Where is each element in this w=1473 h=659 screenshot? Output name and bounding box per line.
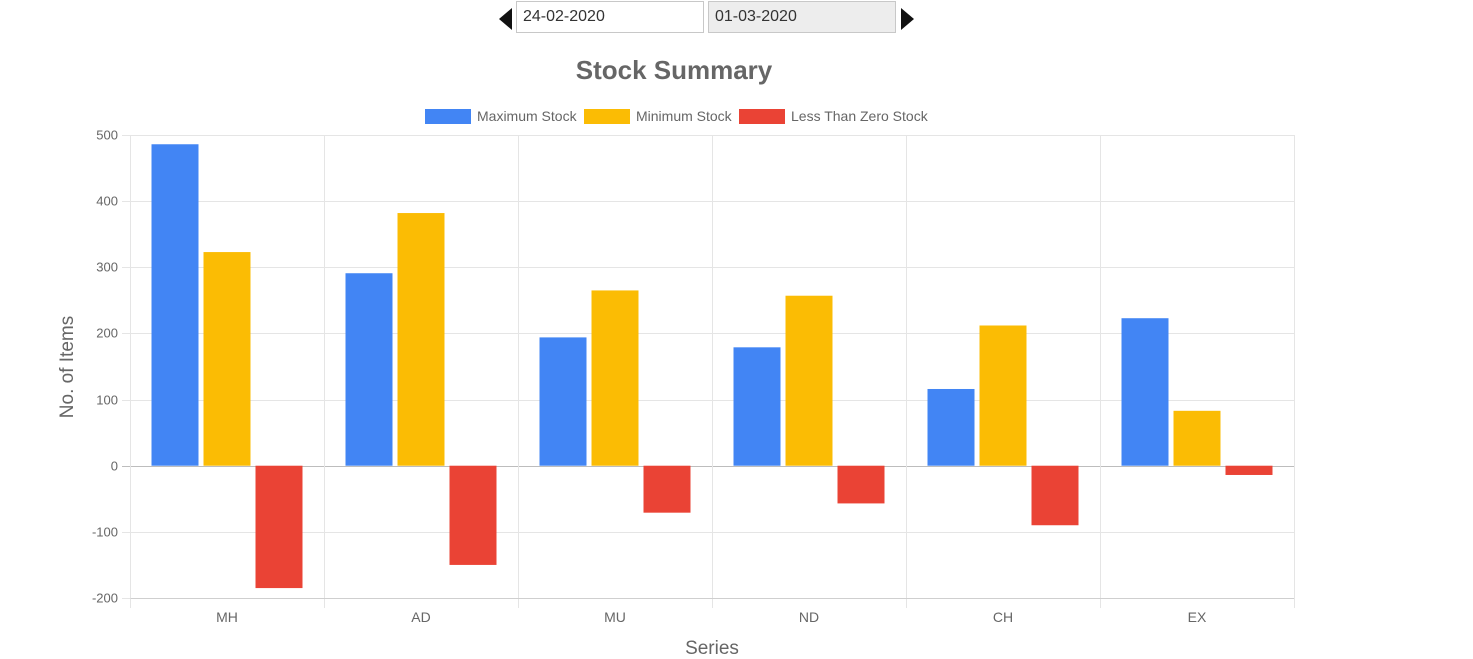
y-tick-label: 0 [111, 459, 118, 474]
previous-week-arrow-icon[interactable] [499, 8, 512, 30]
bar-maximum-stock-ad[interactable] [345, 273, 393, 466]
legend-swatch [584, 109, 630, 124]
bar-minimum-stock-mh[interactable] [203, 252, 251, 466]
y-tick-label: 200 [96, 326, 118, 341]
chart-title: Stock Summary [576, 55, 773, 85]
x-tick-label: EX [1188, 609, 1207, 625]
bar-minimum-stock-ad[interactable] [397, 213, 445, 466]
bar-less-than-zero-stock-ad[interactable] [449, 465, 497, 565]
next-week-arrow-icon[interactable] [901, 8, 914, 30]
legend-label[interactable]: Maximum Stock [477, 108, 578, 124]
bar-minimum-stock-ch[interactable] [979, 325, 1027, 466]
y-tick-label: -100 [92, 525, 118, 540]
end-date-input[interactable] [708, 1, 896, 33]
y-axis-label: No. of Items [57, 316, 78, 418]
chart-bars [151, 144, 1273, 589]
bar-less-than-zero-stock-mu[interactable] [643, 465, 691, 513]
legend-swatch [739, 109, 785, 124]
y-tick-label: 500 [96, 128, 118, 143]
bar-less-than-zero-stock-nd[interactable] [837, 465, 885, 504]
y-tick-label: 100 [96, 393, 118, 408]
bar-maximum-stock-ch[interactable] [927, 388, 975, 466]
bar-minimum-stock-mu[interactable] [591, 290, 639, 466]
bar-less-than-zero-stock-ex[interactable] [1225, 465, 1273, 475]
bar-maximum-stock-ex[interactable] [1121, 318, 1169, 466]
bar-less-than-zero-stock-ch[interactable] [1031, 465, 1079, 526]
y-tick-label: 400 [96, 194, 118, 209]
date-range-bar [0, 0, 1473, 40]
y-tick-label: 300 [96, 260, 118, 275]
x-tick-label: MU [604, 609, 626, 625]
bar-minimum-stock-ex[interactable] [1173, 410, 1221, 466]
bar-maximum-stock-mh[interactable] [151, 144, 199, 466]
legend-label[interactable]: Less Than Zero Stock [791, 108, 929, 124]
bar-maximum-stock-nd[interactable] [733, 347, 781, 466]
y-tick-label: -200 [92, 591, 118, 606]
x-tick-label: CH [993, 609, 1013, 625]
chart-grid [122, 135, 1295, 608]
bar-minimum-stock-nd[interactable] [785, 295, 833, 466]
chart-axes: 500 400 300 200 100 0 -100 -200 MH AD MU ND CH EX [92, 128, 1294, 625]
legend-label[interactable]: Minimum Stock [636, 108, 733, 124]
legend-swatch [425, 109, 471, 124]
chart-legend: Maximum Stock Minimum Stock Less Than Zero… [425, 108, 929, 124]
bar-less-than-zero-stock-mh[interactable] [255, 465, 303, 589]
x-tick-label: MH [216, 609, 238, 625]
bar-maximum-stock-mu[interactable] [539, 337, 587, 466]
x-tick-label: AD [411, 609, 430, 625]
start-date-input[interactable] [516, 1, 704, 33]
x-tick-label: ND [799, 609, 819, 625]
x-axis-label: Series [685, 638, 739, 659]
